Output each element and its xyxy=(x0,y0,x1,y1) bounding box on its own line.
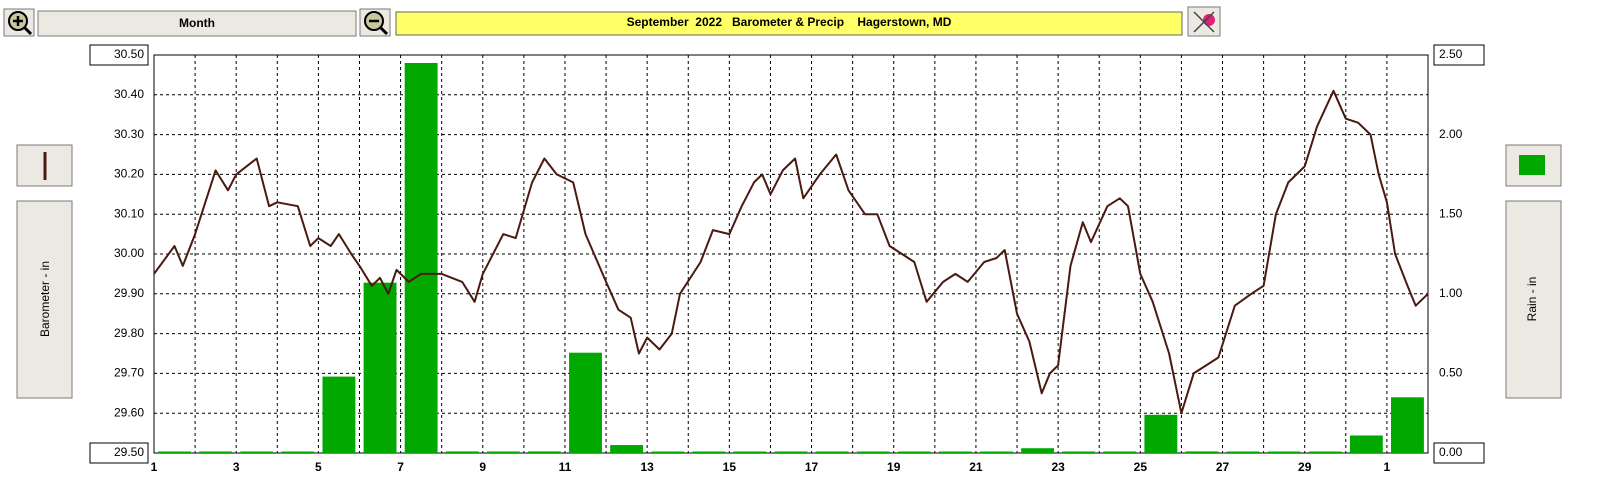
rain-bar xyxy=(815,451,849,453)
zoom-in-button[interactable] xyxy=(3,8,35,37)
y2-tick-box xyxy=(1433,442,1485,464)
y2-tick-label: 2.50 xyxy=(1439,47,1463,61)
rain-bar xyxy=(281,451,315,453)
y2-tick-box xyxy=(1433,44,1485,66)
rain-bar xyxy=(610,445,644,453)
range-label: Month xyxy=(179,16,215,30)
x-tick-label: 13 xyxy=(640,460,654,474)
y2-tick-label: 1.50 xyxy=(1439,206,1463,220)
rain-bar xyxy=(938,451,972,453)
x-tick-label: 29 xyxy=(1298,460,1312,474)
x-tick-label: 21 xyxy=(969,460,983,474)
rain-bar xyxy=(897,451,931,453)
y-tick-box xyxy=(89,44,149,66)
y2-tick-label: 2.00 xyxy=(1439,127,1463,141)
barometer-axis-button[interactable] xyxy=(16,200,73,399)
rain-bar xyxy=(1185,451,1219,453)
x-tick-label: 9 xyxy=(479,460,486,474)
x-tick-label: 1 xyxy=(1384,460,1391,474)
title-bar xyxy=(395,11,1183,36)
y-axis-label: Barometer - in xyxy=(38,261,52,337)
rain-swatch xyxy=(1519,155,1545,175)
x-tick-label: 15 xyxy=(723,460,737,474)
y-tick-label: 29.50 xyxy=(114,445,144,459)
y2-tick-label: 0.50 xyxy=(1439,366,1463,380)
zoom-out-button[interactable] xyxy=(359,8,391,37)
rain-bar xyxy=(527,451,561,453)
rain-bar xyxy=(1144,414,1178,453)
rain-bar xyxy=(158,451,191,453)
rain-bar xyxy=(1062,451,1096,453)
y-tick-label: 30.10 xyxy=(114,206,144,220)
rain-bar xyxy=(856,451,890,453)
y-tick-label: 30.50 xyxy=(114,47,144,61)
rain-bar xyxy=(733,451,767,453)
y-tick-label: 29.80 xyxy=(114,326,144,340)
rain-bar xyxy=(1349,435,1383,453)
y-tick-box xyxy=(89,442,149,464)
range-button[interactable] xyxy=(37,10,357,37)
rain-bar xyxy=(486,451,520,453)
y-tick-label: 30.30 xyxy=(114,127,144,141)
x-tick-label: 3 xyxy=(233,460,240,474)
rain-bar xyxy=(692,451,726,453)
x-tick-label: 25 xyxy=(1134,460,1148,474)
rain-bar xyxy=(1391,397,1424,453)
x-tick-label: 11 xyxy=(559,460,572,474)
rain-bar xyxy=(1308,451,1342,453)
rain-bar xyxy=(1103,451,1137,453)
y2-tick-label: 0.00 xyxy=(1439,445,1463,459)
rain-bar xyxy=(322,376,356,453)
rain-bar xyxy=(569,352,602,453)
rain-bar xyxy=(240,451,274,453)
y2-axis-label: Rain - in xyxy=(1525,277,1539,322)
rain-bar xyxy=(774,451,808,453)
y-tick-label: 30.00 xyxy=(114,246,144,260)
rain-bar xyxy=(363,282,397,453)
rain-bar xyxy=(445,451,479,453)
x-tick-label: 1 xyxy=(151,460,158,474)
rain-bar xyxy=(404,62,438,454)
x-tick-label: 19 xyxy=(887,460,901,474)
x-tick-label: 5 xyxy=(315,460,322,474)
x-tick-label: 17 xyxy=(805,460,819,474)
rain-bar xyxy=(980,451,1013,453)
x-tick-label: 27 xyxy=(1216,460,1230,474)
rain-bar xyxy=(1226,451,1260,453)
y-tick-label: 29.70 xyxy=(114,366,144,380)
y-tick-label: 30.20 xyxy=(114,167,144,181)
y2-tick-label: 1.00 xyxy=(1439,286,1463,300)
rain-axis-button[interactable] xyxy=(1505,200,1562,399)
x-tick-label: 23 xyxy=(1051,460,1065,474)
rain-bar xyxy=(651,451,685,453)
rain-bar xyxy=(1021,448,1055,453)
y-tick-label: 29.90 xyxy=(114,286,144,300)
chart-title: September 2022 Barometer & Precip Hagers… xyxy=(627,15,952,29)
barometer-line xyxy=(153,89,1429,415)
rain-bar xyxy=(1267,451,1301,453)
print-button[interactable] xyxy=(1187,6,1221,37)
x-tick-label: 7 xyxy=(397,460,404,474)
y-tick-label: 30.40 xyxy=(114,87,144,101)
rain-bar xyxy=(199,451,233,453)
y-tick-label: 29.60 xyxy=(114,405,144,419)
